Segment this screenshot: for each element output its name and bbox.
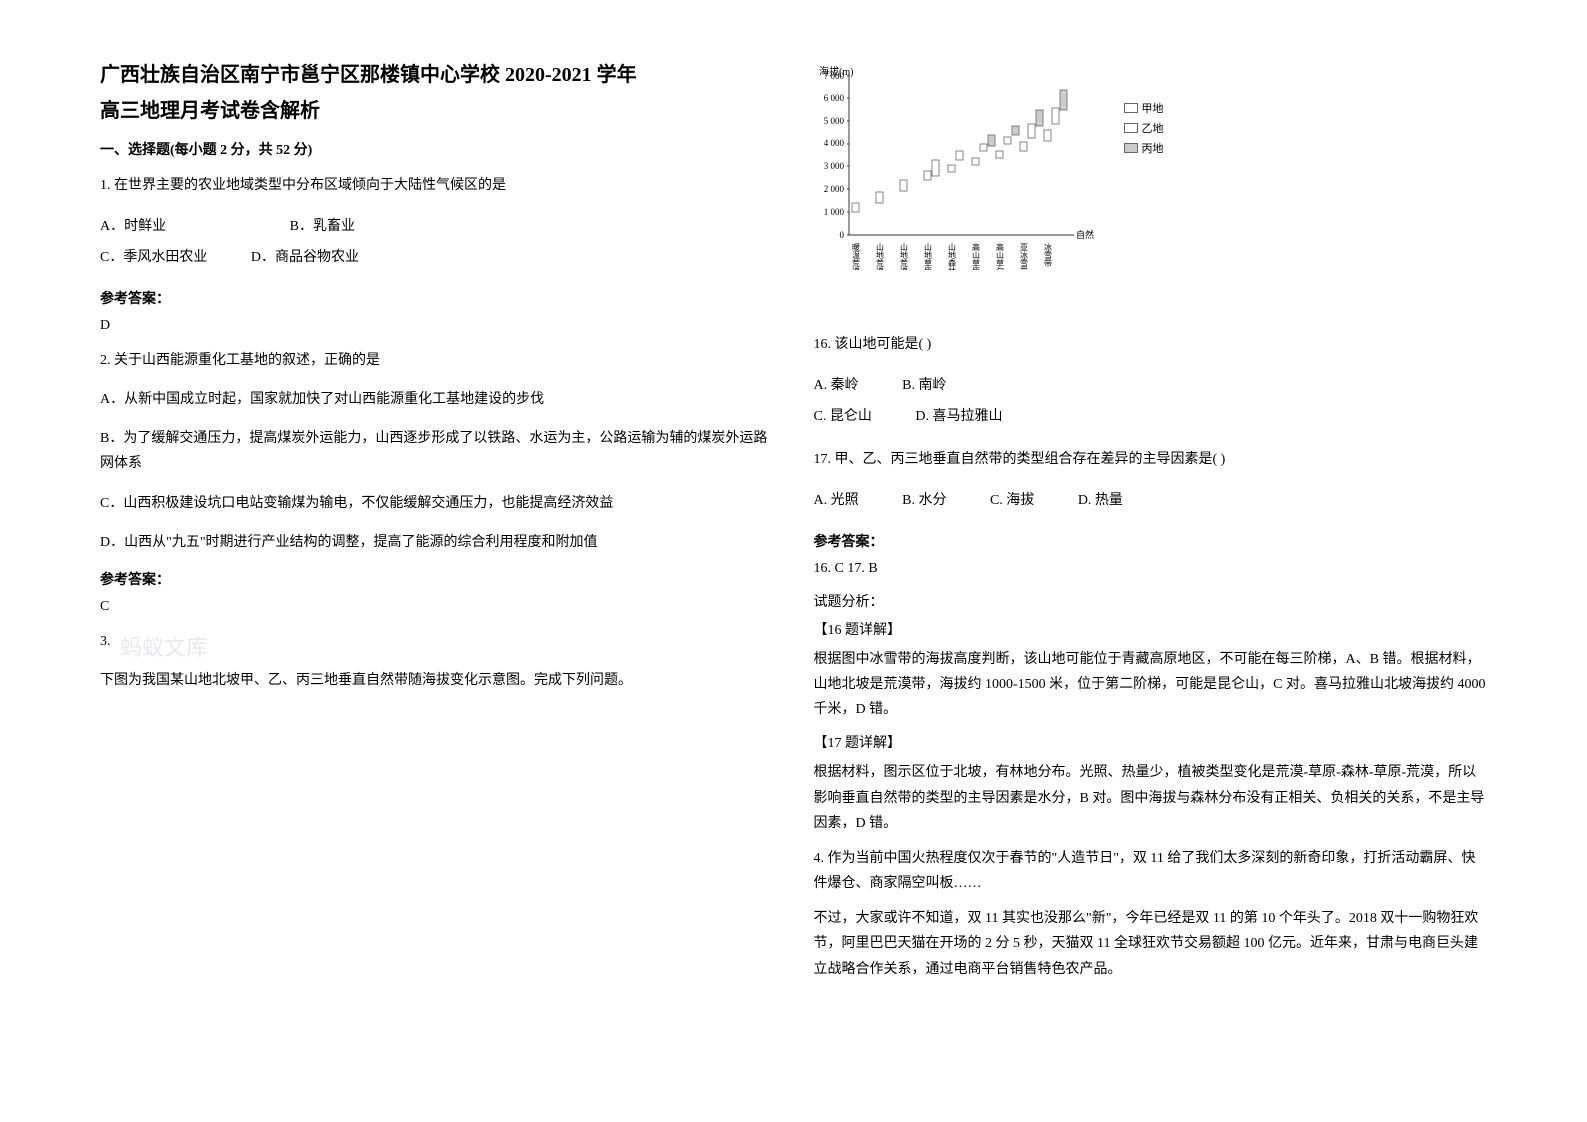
q16-optB: B. 南岭 bbox=[902, 371, 946, 402]
q1-optB: B．乳畜业 bbox=[290, 212, 355, 243]
q17-stem: 17. 甲、乙、丙三地垂直自然带的类型组合存在差异的主导因素是( ) bbox=[814, 447, 1488, 472]
answer-label-3: 参考答案： bbox=[814, 531, 1488, 551]
svg-text:山地森林草原带: 山地森林草原带 bbox=[947, 242, 956, 270]
answer-label-2: 参考答案： bbox=[100, 569, 774, 589]
q2-optC: C．山西积极建设坑口电站变输煤为输电，不仅能缓解交通压力，也能提高经济效益 bbox=[100, 491, 774, 516]
q4-stem: 4. 作为当前中国火热程度仅次于春节的"人造节日"，双 11 给了我们太多深刻的… bbox=[814, 846, 1488, 896]
q17-optD: D. 热量 bbox=[1078, 486, 1123, 517]
ytick-5: 5 000 bbox=[823, 116, 844, 126]
q3-stem: 下图为我国某山地北坡甲、乙、丙三地垂直自然带随海拔变化示意图。完成下列问题。 bbox=[100, 668, 774, 693]
legend-label-yi: 乙地 bbox=[1142, 120, 1164, 136]
q2-stem: 2. 关于山西能源重化工基地的叙述，正确的是 bbox=[100, 348, 774, 373]
q1-optA: A．时鲜业 bbox=[100, 212, 166, 243]
q16-17-answer: 16. C 17. B bbox=[814, 561, 1488, 577]
svg-text:暖温荒漠带: 暖温荒漠带 bbox=[851, 243, 860, 270]
ytick-6: 6 000 bbox=[823, 93, 844, 103]
right-column: 海拔(m) 0 1 000 2 000 3 000 4 000 5 000 6 … bbox=[794, 60, 1508, 1062]
legend-label-bing: 丙地 bbox=[1142, 140, 1164, 156]
legend-bing: 丙地 bbox=[1124, 140, 1164, 156]
q16-optC: C. 昆仑山 bbox=[814, 402, 872, 433]
svg-text:高山草原带: 高山草原带 bbox=[971, 242, 980, 270]
x-category-labels: 暖温荒漠带 山地荒漠带 山地荒漠草原带 山地草原带 山地森林草原带 高山草原带 … bbox=[851, 242, 1052, 270]
svg-text:冰雪带: 冰雪带 bbox=[1043, 242, 1052, 268]
ytick-7: 7 000 bbox=[823, 71, 844, 81]
q1-options: A．时鲜业 B．乳畜业 C．季风水田农业 D．商品谷物农业 bbox=[100, 212, 774, 274]
left-column: 广西壮族自治区南宁市邕宁区那楼镇中心学校 2020-2021 学年 高三地理月考… bbox=[80, 60, 794, 1062]
legend-label-jia: 甲地 bbox=[1142, 100, 1164, 116]
svg-text:山地荒漠草原带: 山地荒漠草原带 bbox=[899, 242, 908, 270]
q2-optD: D．山西从"九五"时期进行产业结构的调整，提高了能源的综合利用程度和附加值 bbox=[100, 530, 774, 555]
q16-optD: D. 喜马拉雅山 bbox=[915, 402, 1002, 433]
svg-text:高山草甸带: 高山草甸带 bbox=[995, 242, 1004, 270]
q1-optD: D．商品谷物农业 bbox=[251, 243, 359, 274]
q16-detail: 根据图中冰雪带的海拔高度判断，该山地可能位于青藏高原地区，不可能在每三阶梯，A、… bbox=[814, 647, 1488, 723]
legend-jia: 甲地 bbox=[1124, 100, 1164, 116]
q17-detail-label: 【17 题详解】 bbox=[814, 732, 1488, 752]
ytick-2: 2 000 bbox=[823, 184, 844, 194]
legend-box-bing bbox=[1124, 143, 1138, 153]
q1-stem: 1. 在世界主要的农业地域类型中分布区域倾向于大陆性气候区的是 bbox=[100, 173, 774, 198]
legend-yi: 乙地 bbox=[1124, 120, 1164, 136]
svg-text:山地草原带: 山地草原带 bbox=[923, 242, 932, 270]
q4-para2: 不过，大家或许不知道，双 11 其实也没那么"新"，今年已经是双 11 的第 1… bbox=[814, 906, 1488, 982]
series-jia bbox=[852, 130, 1051, 212]
exam-title-line1: 广西壮族自治区南宁市邕宁区那楼镇中心学校 2020-2021 学年 bbox=[100, 60, 774, 90]
q16-stem: 16. 该山地可能是( ) bbox=[814, 332, 1488, 357]
q17-optB: B. 水分 bbox=[902, 486, 946, 517]
q17-options: A. 光照 B. 水分 C. 海拔 D. 热量 bbox=[814, 486, 1488, 517]
q17-optA: A. 光照 bbox=[814, 486, 859, 517]
q1-answer: D bbox=[100, 318, 774, 334]
exam-title-line2: 高三地理月考试卷含解析 bbox=[100, 94, 774, 123]
q3-num: 3. bbox=[100, 629, 774, 654]
analysis-label: 试题分析： bbox=[814, 591, 1488, 611]
section-heading: 一、选择题(每小题 2 分，共 52 分) bbox=[100, 139, 774, 159]
q2-optB: B．为了缓解交通压力，提高煤炭外运能力，山西逐步形成了以铁路、水运为主，公路运输… bbox=[100, 426, 774, 476]
svg-text:亚冰雪带: 亚冰雪带 bbox=[1019, 243, 1028, 270]
legend-box-yi bbox=[1124, 123, 1138, 133]
ytick-4: 4 000 bbox=[823, 138, 844, 148]
answer-label-1: 参考答案： bbox=[100, 288, 774, 308]
chart-legend: 甲地 乙地 丙地 bbox=[1124, 100, 1164, 160]
q17-optC: C. 海拔 bbox=[990, 486, 1034, 517]
elevation-chart: 海拔(m) 0 1 000 2 000 3 000 4 000 5 000 6 … bbox=[814, 60, 1094, 270]
x-axis-label: 自然带 bbox=[1076, 229, 1094, 240]
ytick-0: 0 bbox=[839, 230, 844, 240]
ytick-1: 1 000 bbox=[823, 207, 844, 217]
q17-detail: 根据材料，图示区位于北坡，有林地分布。光照、热量少，植被类型变化是荒漠-草原-森… bbox=[814, 760, 1488, 836]
q2-optA: A．从新中国成立时起，国家就加快了对山西能源重化工基地建设的步伐 bbox=[100, 387, 774, 412]
q16-detail-label: 【16 题详解】 bbox=[814, 619, 1488, 639]
q16-optA: A. 秦岭 bbox=[814, 371, 859, 402]
svg-text:山地荒漠带: 山地荒漠带 bbox=[875, 242, 884, 270]
chart-svg: 海拔(m) 0 1 000 2 000 3 000 4 000 5 000 6 … bbox=[814, 60, 1094, 270]
q16-options: A. 秦岭 B. 南岭 C. 昆仑山 D. 喜马拉雅山 bbox=[814, 371, 1488, 433]
q2-answer: C bbox=[100, 599, 774, 615]
q1-optC: C．季风水田农业 bbox=[100, 243, 207, 274]
ytick-3: 3 000 bbox=[823, 161, 844, 171]
legend-box-jia bbox=[1124, 103, 1138, 113]
